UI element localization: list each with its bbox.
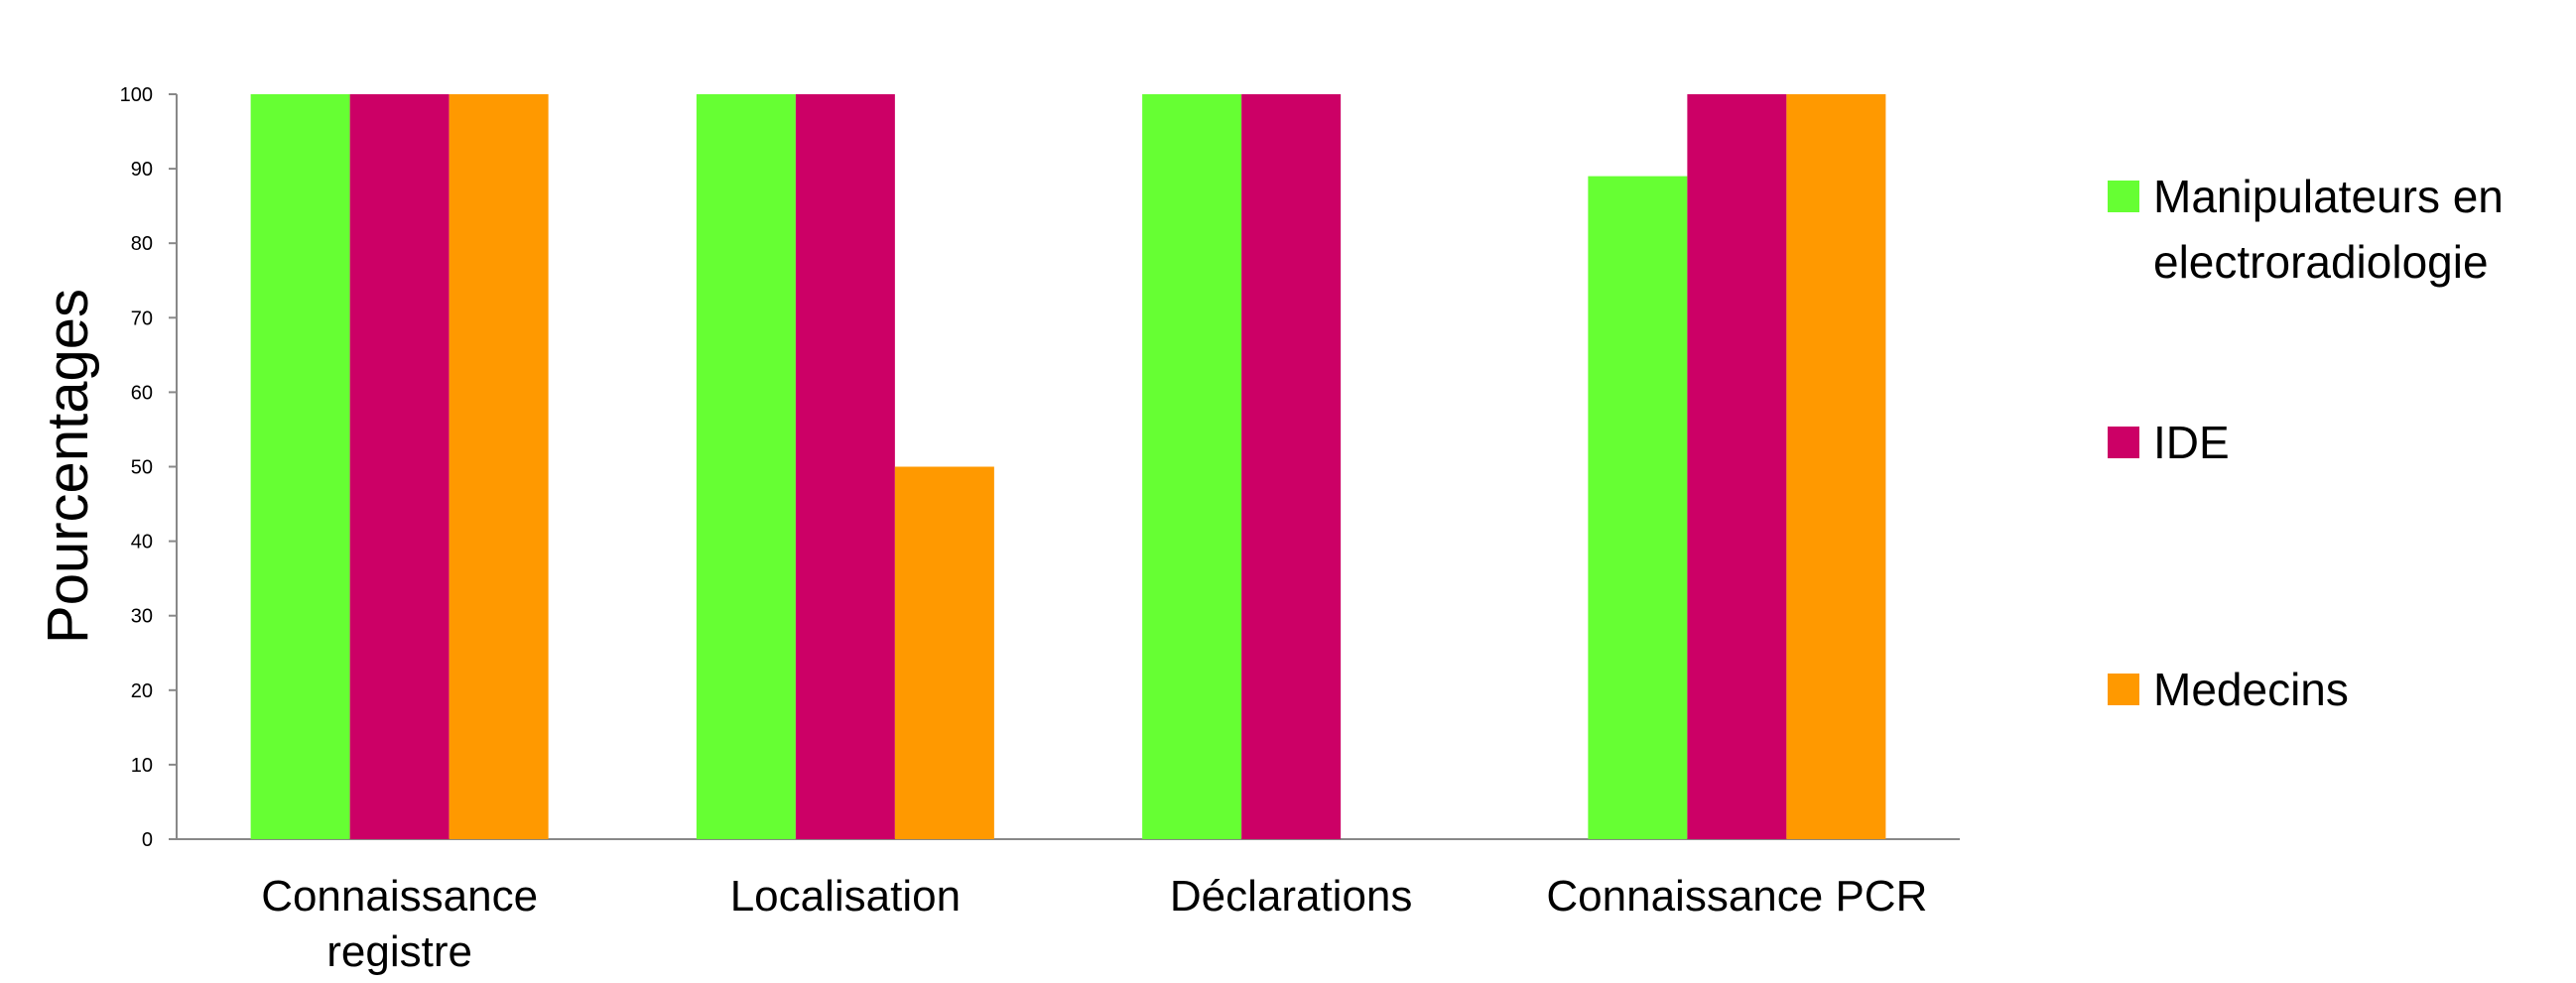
chart-labels: Pourcentages Connaissance registre Localisa… [36, 289, 1927, 976]
x-category-label: Connaissance registre [261, 872, 538, 976]
y-tick-label: 20 [131, 680, 153, 702]
chart-bars [250, 94, 1886, 840]
y-tick-label: 100 [120, 84, 153, 106]
x-category-label-line: Localisation [730, 872, 961, 921]
bar [795, 94, 895, 839]
y-tick-label: 50 [131, 457, 153, 479]
x-category-label-line: registre [326, 927, 472, 976]
legend-swatch [2108, 181, 2139, 212]
legend-label: Medecins [2153, 664, 2349, 715]
bar [1241, 94, 1342, 839]
chart-legend: Manipulateurs en electroradiologie IDE Mede… [2108, 171, 2504, 715]
x-category-label: Localisation [730, 872, 961, 921]
bar [894, 466, 994, 839]
x-category-label-line: Connaissance [261, 872, 538, 921]
y-tick-label: 90 [131, 159, 153, 181]
legend-label: Manipulateurs en electroradiologie [2153, 171, 2504, 288]
y-tick-label: 10 [131, 755, 153, 777]
bar [349, 94, 450, 839]
bar [449, 94, 549, 839]
bar [1142, 94, 1242, 839]
legend-label-line: Medecins [2153, 664, 2349, 715]
bar [1588, 176, 1688, 840]
x-category-label: Connaissance PCR [1546, 872, 1927, 921]
x-category-label-line: Connaissance PCR [1546, 872, 1927, 921]
y-tick-label: 30 [131, 606, 153, 628]
y-tick-label: 70 [131, 307, 153, 329]
legend-label-line: Manipulateurs en [2153, 171, 2504, 222]
legend-label-line: electroradiologie [2153, 236, 2489, 288]
legend-label-line: IDE [2153, 417, 2230, 468]
x-category-label-line: Déclarations [1170, 872, 1413, 921]
bar [696, 94, 796, 839]
y-tick-label: 60 [131, 382, 153, 404]
legend-swatch [2108, 427, 2139, 458]
bar [1786, 94, 1886, 839]
y-tick-label: 40 [131, 532, 153, 553]
y-tick-label: 0 [142, 829, 153, 851]
x-category-label: Déclarations [1170, 872, 1413, 921]
bar [1687, 94, 1787, 839]
y-axis-title: Pourcentages [36, 289, 100, 644]
legend-label: IDE [2153, 417, 2230, 468]
bar [250, 94, 350, 839]
y-tick-label: 80 [131, 233, 153, 255]
legend-swatch [2108, 674, 2139, 705]
